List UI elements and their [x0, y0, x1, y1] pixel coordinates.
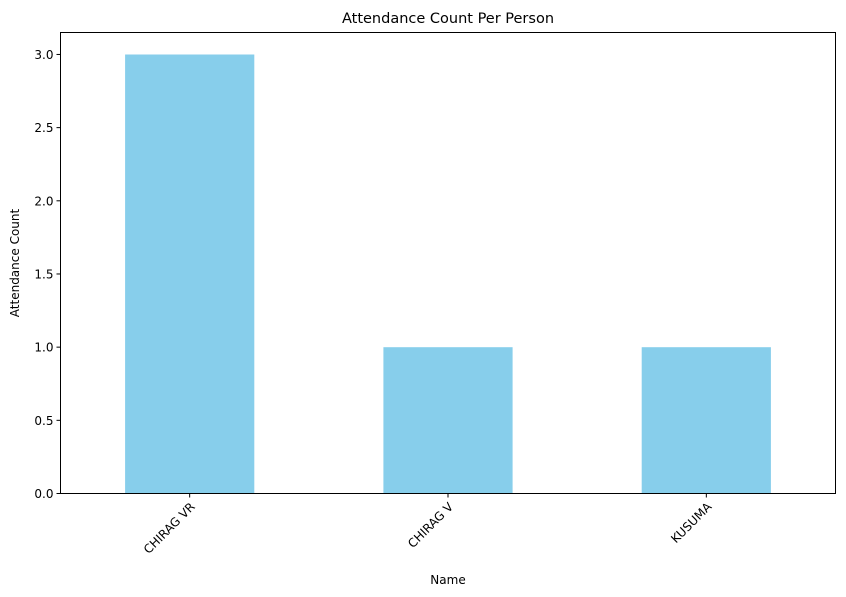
y-tick-label: 2.5 [34, 121, 53, 135]
x-tick-label: CHIRAG VR [141, 500, 198, 557]
y-tick-label: 2.0 [34, 194, 53, 208]
bars-group [125, 54, 771, 494]
y-axis-ticks: 0.0 0.5 1.0 1.5 2.0 2.5 3.0 [34, 48, 61, 501]
chart-title: Attendance Count Per Person [342, 11, 554, 27]
y-tick-label: 0.0 [34, 487, 53, 501]
bar-chirag-v [383, 347, 513, 494]
y-tick-label: 1.5 [34, 267, 53, 281]
x-axis-label: Name [430, 573, 465, 587]
plot-area-frame [60, 32, 836, 494]
y-axis-label: Attendance Count [8, 209, 22, 318]
bar-kusuma [641, 347, 771, 494]
x-tick-label: KUSUMA [668, 499, 715, 546]
y-tick-label: 1.0 [34, 341, 53, 355]
y-tick-label: 0.5 [34, 414, 53, 428]
x-axis-ticks: CHIRAG VR CHIRAG V KUSUMA [141, 493, 715, 557]
x-tick-label: CHIRAG V [405, 499, 457, 551]
y-tick-label: 3.0 [34, 48, 53, 62]
bar-chirag-vr [125, 54, 255, 494]
